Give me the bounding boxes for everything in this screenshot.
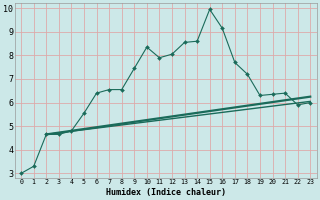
X-axis label: Humidex (Indice chaleur): Humidex (Indice chaleur) bbox=[106, 188, 226, 197]
